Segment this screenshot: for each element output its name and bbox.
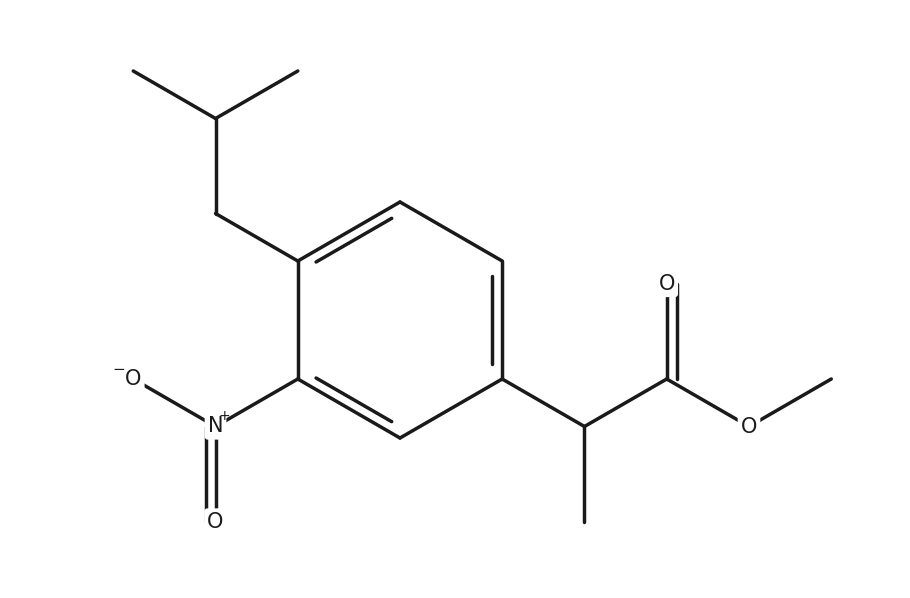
- Text: O: O: [207, 511, 224, 532]
- Text: N: N: [207, 416, 223, 437]
- Text: O: O: [741, 416, 757, 437]
- Text: O: O: [659, 274, 675, 294]
- Text: +: +: [218, 410, 230, 423]
- Text: −: −: [113, 362, 126, 377]
- Text: O: O: [125, 369, 141, 389]
